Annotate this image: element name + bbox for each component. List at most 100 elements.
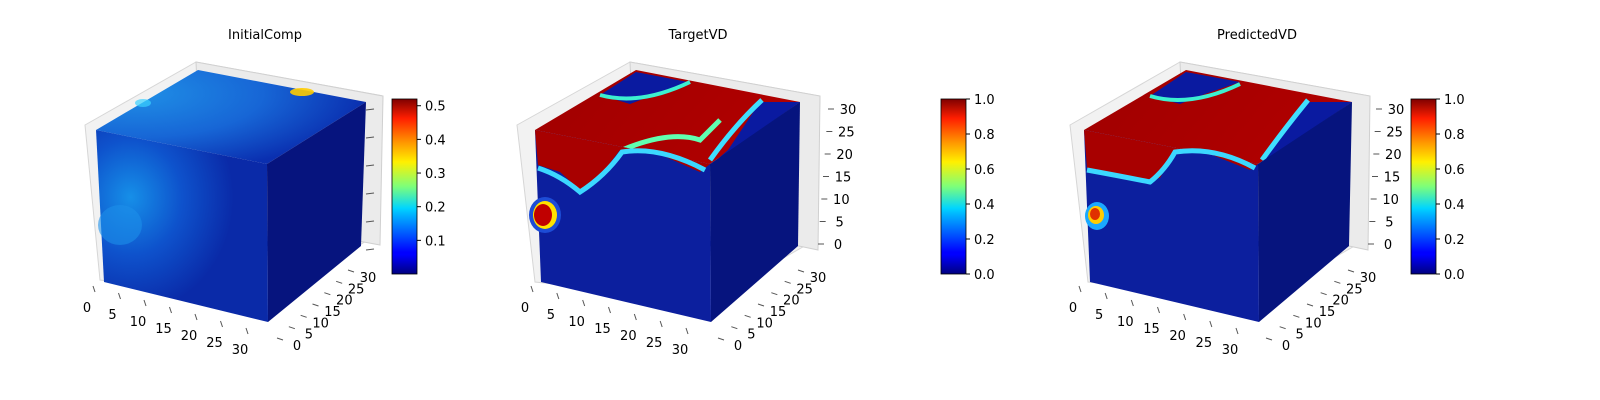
- x-axis-ticks: 0 5 10 15 20 25 30: [1069, 285, 1239, 358]
- colorbar: [940, 98, 967, 275]
- cube-right-face: [1258, 102, 1352, 322]
- y-tick-mark: [336, 280, 343, 284]
- cube-hot-spot: [534, 204, 552, 226]
- y-tick-mark: [1265, 337, 1273, 341]
- x-tick-mark: [1235, 327, 1239, 335]
- x-tick-label: 0: [521, 301, 529, 316]
- x-tick-mark: [659, 320, 663, 328]
- z-tick-label: 5: [836, 216, 844, 231]
- z-tick-label: 15: [1384, 171, 1401, 186]
- x-tick-mark: [1209, 320, 1213, 328]
- x-axis-ticks: 0 5 10 15 20 25 30: [83, 108, 375, 358]
- colorbar-tick-label: 1.0: [974, 93, 995, 108]
- y-tick-mark: [276, 337, 284, 341]
- x-tick-label: 0: [83, 301, 91, 316]
- y-tick-mark: [312, 303, 319, 307]
- colorbar-tick-label: 0.6: [1444, 163, 1465, 178]
- x-tick-label: 5: [547, 308, 555, 323]
- x-tick-mark: [633, 313, 637, 321]
- x-tick-mark: [1183, 313, 1187, 321]
- z-tick-mark: [365, 248, 375, 251]
- y-tick-mark: [797, 269, 805, 273]
- y-tick-label: 15: [770, 305, 787, 320]
- x-tick-mark: [1157, 306, 1160, 314]
- x-tick-mark: [685, 327, 689, 335]
- x-tick-label: 5: [108, 308, 116, 323]
- colorbar-tick-label: 0.8: [1444, 128, 1465, 143]
- colorbar-tick-label: 0.5: [425, 100, 446, 115]
- colorbar-tick-label: 0.0: [1444, 268, 1465, 283]
- x-tick-label: 5: [1095, 308, 1103, 323]
- y-tick-label: 0: [293, 339, 301, 354]
- y-tick-mark: [1293, 314, 1300, 318]
- z-tick-mark: [365, 136, 375, 139]
- y-tick-mark: [1306, 303, 1314, 307]
- x-tick-mark: [530, 285, 534, 293]
- z-tick-mark: [365, 192, 375, 195]
- z-tick-label: 0: [834, 238, 842, 253]
- y-tick-mark: [347, 269, 355, 273]
- colorbar-tick-label: 0.4: [1444, 198, 1465, 213]
- y-tick-label: 5: [305, 328, 313, 343]
- chart-title: PredictedVD: [1217, 28, 1297, 43]
- z-axis-ticks: 0 5 10 15 20 25 30: [1368, 103, 1404, 253]
- x-tick-label: 10: [568, 315, 585, 330]
- x-tick-mark: [608, 306, 611, 314]
- x-tick-label: 10: [1117, 315, 1134, 330]
- colorbar-tick-label: 0.4: [974, 198, 995, 213]
- x-tick-mark: [169, 306, 172, 314]
- x-tick-mark: [1130, 299, 1134, 307]
- y-tick-mark: [717, 337, 725, 341]
- y-tick-label: 0: [1282, 339, 1290, 354]
- x-tick-label: 10: [130, 315, 147, 330]
- y-tick-label: 10: [1305, 316, 1322, 331]
- y-tick-label: 25: [348, 282, 365, 297]
- x-tick-label: 30: [672, 343, 689, 358]
- x-tick-label: 30: [232, 343, 249, 358]
- colorbar-tick-label: 0.6: [974, 163, 995, 178]
- cube-transition-band: [537, 148, 707, 196]
- cube-front-face: [96, 130, 268, 322]
- cube-transition-band: [1149, 82, 1241, 102]
- cube-highlight: [98, 205, 142, 245]
- y-tick-label: 30: [1360, 271, 1377, 286]
- y-tick-mark: [1334, 280, 1341, 284]
- colorbar-tick-label: 0.2: [425, 201, 446, 216]
- y-tick-label: 5: [1296, 328, 1304, 343]
- z-tick-label: 20: [1385, 148, 1402, 163]
- x-tick-mark: [582, 299, 586, 307]
- colorbar-tick-label: 0.2: [1444, 233, 1465, 248]
- x-tick-label: 20: [181, 329, 198, 344]
- y-tick-label: 15: [1319, 305, 1336, 320]
- z-tick-label: 25: [1386, 126, 1403, 141]
- y-tick-mark: [757, 303, 765, 307]
- x-tick-label: 20: [620, 329, 637, 344]
- x-tick-label: 15: [1143, 322, 1160, 337]
- colorbar-tick-label: 0.1: [425, 234, 446, 249]
- y-tick-mark: [1279, 326, 1286, 330]
- cube-transition-band: [707, 98, 764, 162]
- chart-title: InitialComp: [228, 28, 302, 43]
- colorbar: [1410, 98, 1437, 275]
- y-tick-mark: [288, 326, 295, 330]
- y-tick-mark: [324, 292, 331, 296]
- z-axis-ticks: 0 5 10 15 20 25 30: [818, 103, 856, 253]
- x-tick-label: 25: [646, 336, 663, 351]
- z-tick-mark: [365, 164, 375, 167]
- colorbar-ticks: 0.0 0.2 0.4 0.6 0.8 1.0: [1436, 93, 1465, 283]
- cube-highlight: [290, 88, 314, 96]
- cube-transition-band: [621, 118, 722, 153]
- colorbar-tick-label: 0.0: [974, 268, 995, 283]
- x-tick-mark: [92, 285, 96, 293]
- cube-cold-region: [1150, 72, 1240, 104]
- z-tick-label: 5: [1385, 216, 1393, 231]
- colorbar-tick-label: 0.4: [425, 133, 446, 148]
- x-tick-label: 0: [1069, 301, 1077, 316]
- z-tick-mark: [365, 220, 375, 223]
- cube-right-face: [267, 102, 366, 322]
- z-tick-label: 30: [840, 103, 857, 118]
